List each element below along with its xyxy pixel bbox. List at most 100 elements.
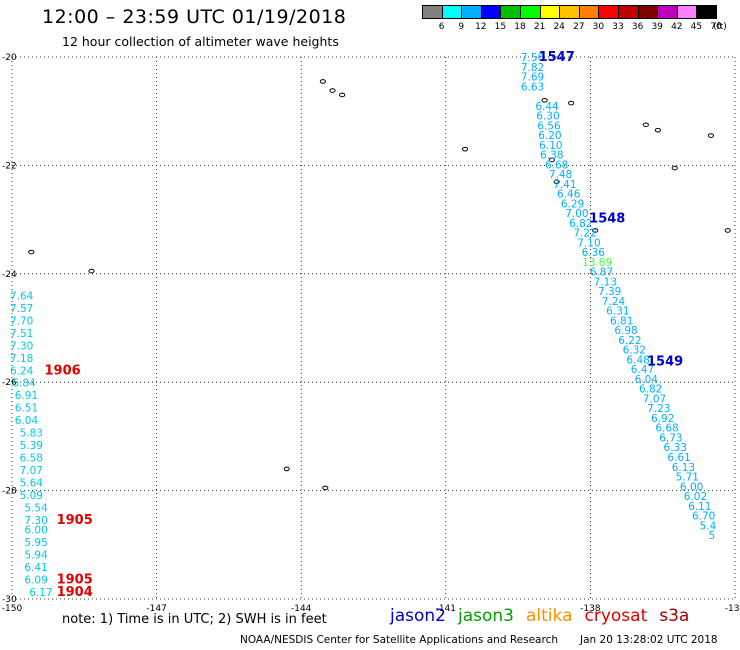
island-outline <box>322 485 329 491</box>
wave-height-value: 6.00 <box>680 481 703 493</box>
wave-height-value: 6.09 <box>24 574 47 586</box>
wave-height-value: 6.31 <box>606 306 629 318</box>
wave-height-value: 6.24 <box>10 365 34 377</box>
color-legend-label: 9 <box>458 22 465 32</box>
axis-ticks: -150 -147 -144 -141 -138 -135 -20 -22 -24 -26 -28 -… <box>2 53 740 614</box>
wave-height-value: 6.56 <box>537 120 561 132</box>
color-legend-label: 21 <box>533 22 546 32</box>
wave-height-value: 5.71 <box>676 472 699 484</box>
map-title: 12:00 – 23:59 UTC 01/19/2018 <box>42 6 347 28</box>
wave-height-value: 7.30 <box>10 340 33 352</box>
wave-height-value: 5.64 <box>20 477 44 489</box>
island-outline <box>461 146 469 152</box>
island-outline <box>671 165 678 171</box>
wave-height-value: 6.38 <box>540 150 563 162</box>
wave-height-value: 6.17 <box>29 587 52 599</box>
wave-height-value: 6.58 <box>20 453 43 465</box>
wave-height-value: 5.4 <box>700 520 717 532</box>
wave-height-value: 5 <box>709 530 716 542</box>
wave-height-value: 7.13 <box>594 276 617 288</box>
credit-text: NOAA/NESDIS Center for Satellite Applica… <box>240 634 558 646</box>
wave-height-value: 6.41 <box>24 562 47 574</box>
lon-tick-label: -141 <box>436 604 456 614</box>
wave-height-value: 7.07 <box>20 465 43 477</box>
wave-height-value: 6.92 <box>651 413 674 425</box>
satellite-jason3: jason3 <box>458 606 514 626</box>
wave-height-value: 7.69 <box>521 72 544 84</box>
color-legend-label: 18 <box>514 22 526 32</box>
units-note: note: 1) Time is in UTC; 2) SWH is in fe… <box>62 612 327 627</box>
wave-height-value: 6.87 <box>590 267 613 279</box>
island-outline <box>642 122 649 128</box>
island-outline <box>541 98 548 103</box>
color-legend-label: 27 <box>573 22 585 32</box>
island-outline <box>28 249 35 255</box>
color-legend-label: 70 <box>710 22 722 32</box>
lat-tick-label: -26 <box>2 378 17 388</box>
island-outline <box>707 133 715 138</box>
wave-height-value: 7.30 <box>24 515 47 527</box>
color-legend-label: 6 <box>438 22 445 32</box>
wave-height-value: 6.70 <box>692 511 715 523</box>
island-outline <box>88 268 95 274</box>
wave-height-value: 7.24 <box>602 296 626 308</box>
satellite-cryosat: cryosat <box>584 606 648 626</box>
wave-height-value: 5.83 <box>20 428 43 440</box>
color-legend-unit: (ft) <box>713 22 727 32</box>
island-outline <box>283 466 290 472</box>
island-outline <box>553 179 560 184</box>
wave-height-value: 6.48 <box>626 354 649 366</box>
color-legend-label: 12 <box>475 22 487 32</box>
pass-time-label: 1904 <box>57 585 93 600</box>
wave-height-value: 7.82 <box>521 62 544 74</box>
wave-height-value: 6.81 <box>610 315 633 327</box>
track-cryosat: 7.647.577.707.517.307.186.246.846.916.51… <box>10 290 93 599</box>
wave-height-value: 7.07 <box>643 393 666 405</box>
pass-time-label: 1905 <box>57 572 93 587</box>
wave-height-value: 7.70 <box>10 315 33 327</box>
wave-height-value: 6.20 <box>538 130 561 142</box>
satellite-legend: jason2 jason3 altika cryosat s3a <box>390 606 701 626</box>
wave-height-value: 5.54 <box>24 502 48 514</box>
lat-tick-label: -22 <box>2 161 17 171</box>
wave-height-value: 6.44 <box>535 101 559 113</box>
wave-height-value: 6.68 <box>545 159 568 171</box>
pass-time-label: 1906 <box>45 363 81 378</box>
pass-time-label: 1547 <box>539 50 575 65</box>
color-legend-label: 33 <box>612 22 624 32</box>
wave-height-value: 6.04 <box>15 415 39 427</box>
wave-height-value: 7.51 <box>10 328 33 340</box>
lon-tick-label: -144 <box>291 604 312 614</box>
wave-height-value: 6.36 <box>582 247 606 259</box>
wave-height-value: 5.39 <box>20 440 43 452</box>
wave-height-value: 5.95 <box>24 537 47 549</box>
wave-height-value: 6.91 <box>15 390 38 402</box>
wave-height-value: 7.23 <box>647 403 670 415</box>
wave-height-value: 6.13 <box>672 462 695 474</box>
island-outline <box>724 228 731 233</box>
pass-time-label: 1905 <box>57 513 93 528</box>
island-outline <box>339 92 346 98</box>
color-legend-label: 45 <box>690 22 703 32</box>
generated-date: Jan 20 13:28:02 UTC 2018 <box>580 634 718 646</box>
satellite-altika: altika <box>526 606 573 626</box>
wave-height-value: 7.10 <box>577 237 600 249</box>
wave-height-value: 7.18 <box>10 353 33 365</box>
wave-height-value: 6.30 <box>536 111 559 123</box>
island-outline <box>568 100 575 106</box>
island-outlines <box>28 79 731 491</box>
wave-height-value: 7.57 <box>10 303 33 315</box>
wave-height-value: 6.33 <box>664 442 687 454</box>
wave-height-value: 5.94 <box>24 550 48 562</box>
wave-height-value: 6.73 <box>659 432 682 444</box>
color-legend-label: 30 <box>592 22 605 32</box>
wave-height-value: 6.98 <box>614 325 637 337</box>
altimeter-tracks: 7.567.827.696.63 6.446.306.566.206.106.38… <box>10 50 717 600</box>
lon-tick-label: -150 <box>2 604 23 614</box>
wave-height-value: 6.61 <box>667 452 690 464</box>
wave-height-value: 6.10 <box>539 140 562 152</box>
wave-height-value: 6.22 <box>618 335 641 347</box>
island-outline <box>319 79 326 84</box>
wave-height-value: 7.64 <box>10 290 34 302</box>
wave-height-value: 7.41 <box>553 179 576 191</box>
